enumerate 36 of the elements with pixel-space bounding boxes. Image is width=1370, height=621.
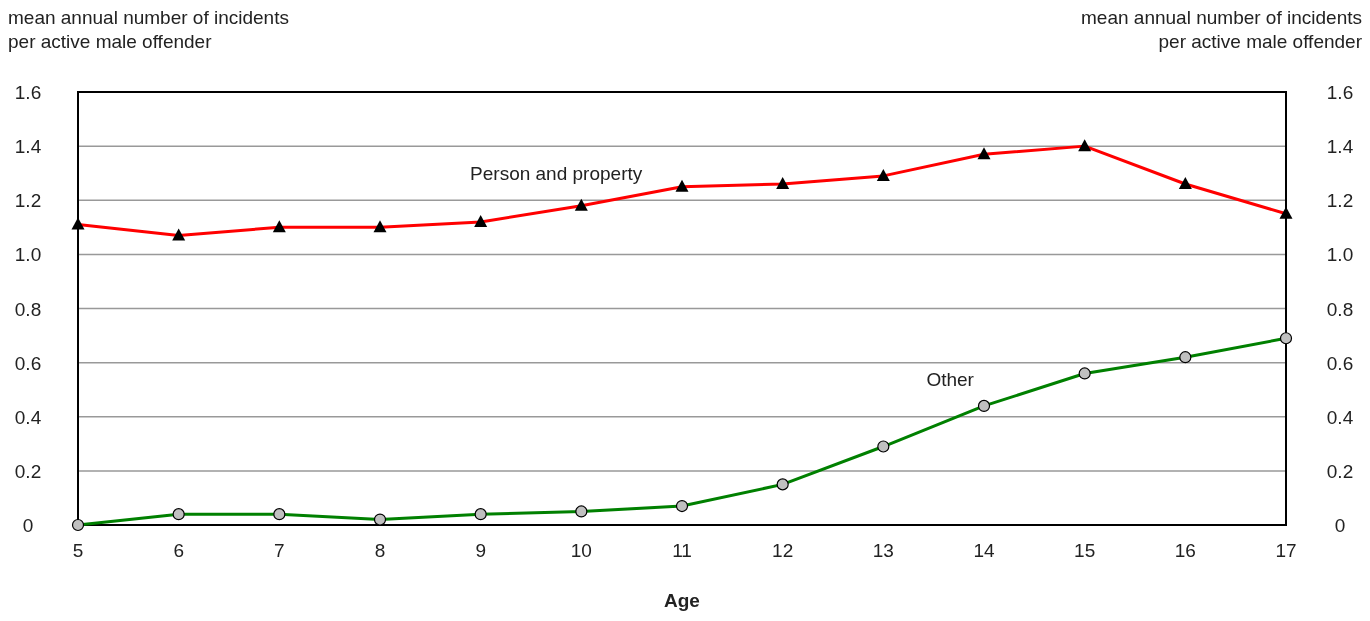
series-label: Other bbox=[926, 368, 975, 390]
x-tick-label: 9 bbox=[475, 540, 486, 561]
y2-tick-label: 1.4 bbox=[1326, 136, 1354, 158]
y-tick-label: 0 bbox=[22, 515, 34, 536]
y2-tick-label: 0 bbox=[1334, 515, 1346, 536]
x-tick-label: 16 bbox=[1174, 540, 1196, 561]
y2-tick-label: 1.6 bbox=[1326, 82, 1354, 103]
y-tick-label: 1.2 bbox=[14, 190, 42, 212]
y-tick-label: 1.0 bbox=[14, 244, 42, 266]
y2-tick-label: 0.2 bbox=[1326, 460, 1354, 482]
x-tick-label: 13 bbox=[872, 540, 894, 561]
x-tick-label: 10 bbox=[570, 540, 592, 561]
x-tick-label: 15 bbox=[1074, 540, 1096, 561]
x-tick-label: 5 bbox=[72, 540, 84, 561]
y-tick-label: 0.2 bbox=[14, 460, 42, 482]
y-tick-label: 0.6 bbox=[14, 352, 42, 374]
y2-tick-label: 1.0 bbox=[1326, 244, 1354, 266]
y-tick-label: 1.4 bbox=[14, 136, 42, 158]
x-tick-label: 14 bbox=[973, 540, 995, 561]
x-tick-label: 8 bbox=[374, 540, 386, 561]
y-axis-title: mean annual number of incidents per active male offender bbox=[8, 7, 289, 52]
y2-tick-label: 0.6 bbox=[1326, 352, 1354, 374]
x-tick-label: 6 bbox=[173, 540, 184, 561]
x-tick-label: 12 bbox=[772, 540, 794, 561]
y-tick-label: 0.4 bbox=[14, 406, 42, 428]
y-tick-label: 1.6 bbox=[14, 82, 42, 103]
y2-axis-title: mean annual number of incidents per active male offender bbox=[1081, 7, 1363, 52]
y2-tick-label: 0.8 bbox=[1326, 298, 1354, 320]
series-label: Person and property bbox=[470, 162, 643, 184]
y2-tick-label: 1.2 bbox=[1326, 190, 1354, 212]
x-tick-label: 17 bbox=[1275, 540, 1297, 561]
x-axis-title: Age bbox=[664, 590, 700, 611]
y2-tick-label: 0.4 bbox=[1326, 406, 1354, 428]
x-tick-label: 7 bbox=[274, 540, 285, 561]
y-tick-label: 0.8 bbox=[14, 298, 42, 320]
x-tick-label: 11 bbox=[672, 540, 692, 561]
